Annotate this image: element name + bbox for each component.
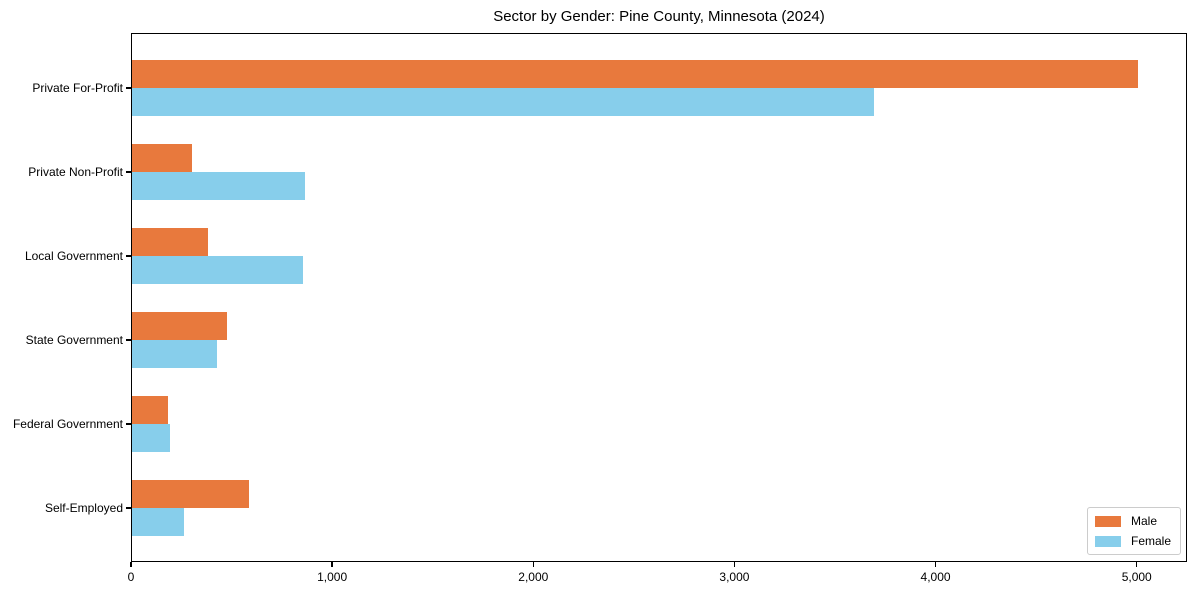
xtick-label-0: 0 [127, 570, 135, 584]
xtick-mark-1000 [331, 562, 333, 567]
xtick-mark-0 [130, 562, 132, 567]
legend-item-male: Male [1095, 514, 1171, 528]
ytick-mark-private-non-profit [126, 171, 131, 173]
xtick-label-1000: 1,000 [317, 570, 348, 584]
legend-item-female: Female [1095, 534, 1171, 548]
bar-female-private-non-profit [132, 171, 305, 200]
bar-female-local-government [132, 255, 303, 284]
xtick-mark-3000 [733, 562, 736, 567]
xtick-label-4000: 4,000 [920, 570, 951, 584]
bar-male-local-government [132, 227, 209, 256]
plot-area [131, 33, 1187, 562]
bar-male-self-employed [132, 479, 249, 508]
ytick-label-state-government: State Government [25, 333, 123, 347]
legend-swatch-male [1095, 515, 1121, 527]
ytick-mark-federal-government [126, 423, 131, 425]
xtick-mark-2000 [532, 562, 535, 567]
bar-female-private-for-profit [132, 87, 875, 116]
legend-label-male: Male [1131, 514, 1158, 528]
ytick-label-self-employed: Self-Employed [44, 501, 123, 515]
xtick-label-2000: 2,000 [518, 570, 549, 584]
xtick-label-5000: 5,000 [1121, 570, 1152, 584]
bar-male-federal-government [132, 395, 169, 424]
legend-swatch-female [1095, 535, 1121, 547]
ytick-mark-local-government [126, 255, 131, 257]
xtick-mark-4000 [934, 562, 937, 567]
legend-label-female: Female [1131, 534, 1172, 548]
xtick-mark-5000 [1135, 562, 1138, 567]
bar-male-private-for-profit [132, 59, 1138, 88]
ytick-label-federal-government: Federal Government [12, 417, 123, 431]
bar-female-self-employed [132, 507, 185, 536]
bar-female-federal-government [132, 423, 171, 452]
ytick-mark-private-for-profit [126, 87, 131, 89]
chart-title: Sector by Gender: Pine County, Minnesota… [493, 8, 825, 25]
bar-female-state-government [132, 339, 217, 368]
ytick-label-private-for-profit: Private For-Profit [32, 81, 123, 95]
ytick-label-private-non-profit: Private Non-Profit [28, 165, 123, 179]
ytick-label-local-government: Local Government [24, 249, 123, 263]
bar-male-private-non-profit [132, 143, 193, 172]
legend: Male Female [1087, 507, 1182, 555]
bar-male-state-government [132, 311, 227, 340]
ytick-mark-state-government [126, 339, 131, 341]
ytick-mark-self-employed [126, 507, 131, 509]
xtick-label-3000: 3,000 [719, 570, 750, 584]
